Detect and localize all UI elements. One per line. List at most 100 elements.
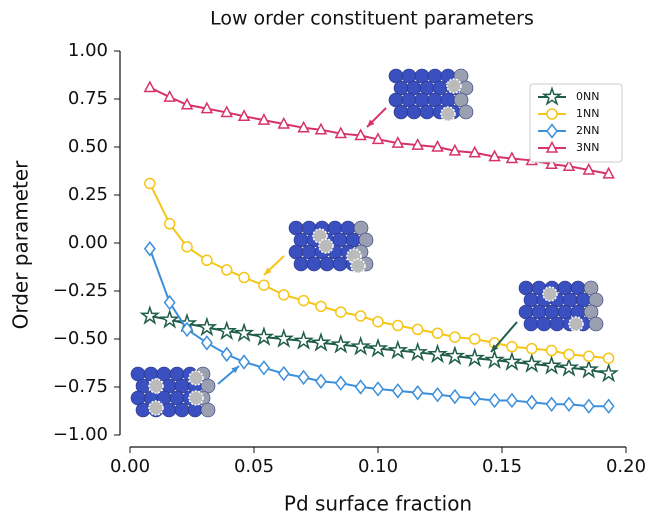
data-point — [201, 254, 213, 267]
data-point — [468, 145, 481, 158]
data-point — [220, 264, 233, 276]
data-point — [391, 383, 404, 399]
pd-atom — [440, 106, 456, 122]
atom — [536, 316, 552, 332]
legend-label: 0NN — [576, 90, 599, 103]
data-point — [315, 373, 327, 389]
data-point — [484, 349, 505, 369]
y-tick-label: 1.00 — [68, 40, 108, 61]
y-tick-label: 0.75 — [68, 88, 108, 109]
data-point — [354, 128, 367, 141]
data-point — [163, 294, 176, 311]
data-point — [372, 381, 384, 397]
pd-atom — [568, 316, 584, 332]
data-point — [545, 396, 558, 413]
data-point — [427, 343, 448, 364]
data-point — [563, 396, 575, 413]
x-axis-label: Pd surface fraction — [284, 492, 472, 516]
data-point — [163, 218, 176, 230]
data-point — [335, 306, 347, 318]
atom — [588, 316, 604, 332]
data-point — [181, 321, 193, 338]
pd-atom — [318, 238, 334, 254]
data-point — [330, 333, 352, 354]
data-point — [387, 339, 409, 360]
data-point — [602, 166, 615, 179]
data-point — [314, 122, 328, 135]
data-point — [238, 271, 250, 284]
y-tick-label: −0.25 — [53, 280, 108, 301]
data-point — [563, 348, 575, 361]
y-tick-label: −1.00 — [53, 424, 108, 445]
data-point — [558, 356, 580, 377]
data-point — [392, 319, 404, 332]
atom — [523, 316, 539, 332]
data-point — [545, 157, 558, 170]
data-point — [468, 390, 481, 407]
data-point — [354, 379, 367, 395]
data-point — [541, 355, 562, 375]
y-axis-label: Order parameter — [9, 160, 33, 330]
data-point — [143, 80, 157, 93]
data-point — [273, 328, 295, 348]
x-tick-label: 0.05 — [234, 456, 274, 477]
data-point — [278, 289, 290, 301]
arrow-head — [367, 119, 375, 127]
data-point — [315, 300, 327, 313]
data-point — [200, 335, 213, 351]
pd-atom — [446, 78, 462, 94]
x-tick-label: 0.15 — [482, 456, 522, 477]
data-point — [526, 342, 538, 355]
pd-atom — [148, 378, 164, 394]
data-point — [277, 116, 291, 129]
legend-label: 3NN — [576, 141, 599, 154]
atom — [161, 402, 177, 418]
data-point — [372, 315, 384, 328]
pd-atom — [148, 400, 164, 416]
data-point — [257, 113, 271, 125]
legend-marker — [546, 123, 558, 139]
data-point — [468, 333, 481, 345]
data-point — [277, 365, 290, 382]
data-point — [578, 358, 600, 379]
data-point — [253, 326, 275, 346]
data-point — [297, 120, 310, 133]
data-point — [293, 330, 314, 350]
data-point — [220, 346, 233, 363]
y-tick-label: 0.50 — [68, 136, 108, 157]
illustration — [518, 280, 604, 332]
data-point — [334, 126, 348, 139]
data-point — [598, 362, 619, 383]
arrow-head — [231, 366, 239, 374]
chart-title: Low order constituent parameters — [210, 8, 534, 30]
data-point — [180, 97, 194, 110]
legend-marker — [541, 86, 563, 106]
pd-atom — [350, 258, 366, 274]
data-point — [334, 375, 347, 391]
legend-marker — [545, 140, 559, 153]
data-point — [371, 132, 385, 145]
data-point — [367, 337, 389, 358]
data-point — [602, 352, 615, 364]
data-point — [545, 344, 558, 357]
data-point — [216, 320, 238, 341]
legend-marker — [546, 108, 558, 120]
atom — [406, 104, 422, 120]
data-point — [448, 143, 462, 156]
data-point — [488, 392, 501, 409]
arrow-head — [491, 344, 499, 352]
data-point — [144, 177, 156, 190]
data-point — [297, 369, 310, 386]
data-point — [505, 392, 518, 409]
data-point — [237, 109, 251, 122]
series-line — [148, 183, 609, 360]
data-point — [488, 149, 501, 162]
data-point — [521, 353, 543, 373]
arrow-head — [264, 267, 272, 275]
data-point — [233, 322, 255, 343]
atom — [458, 104, 474, 120]
data-point — [411, 385, 424, 401]
data-point — [562, 159, 576, 171]
y-tick-label: −0.50 — [53, 328, 108, 349]
